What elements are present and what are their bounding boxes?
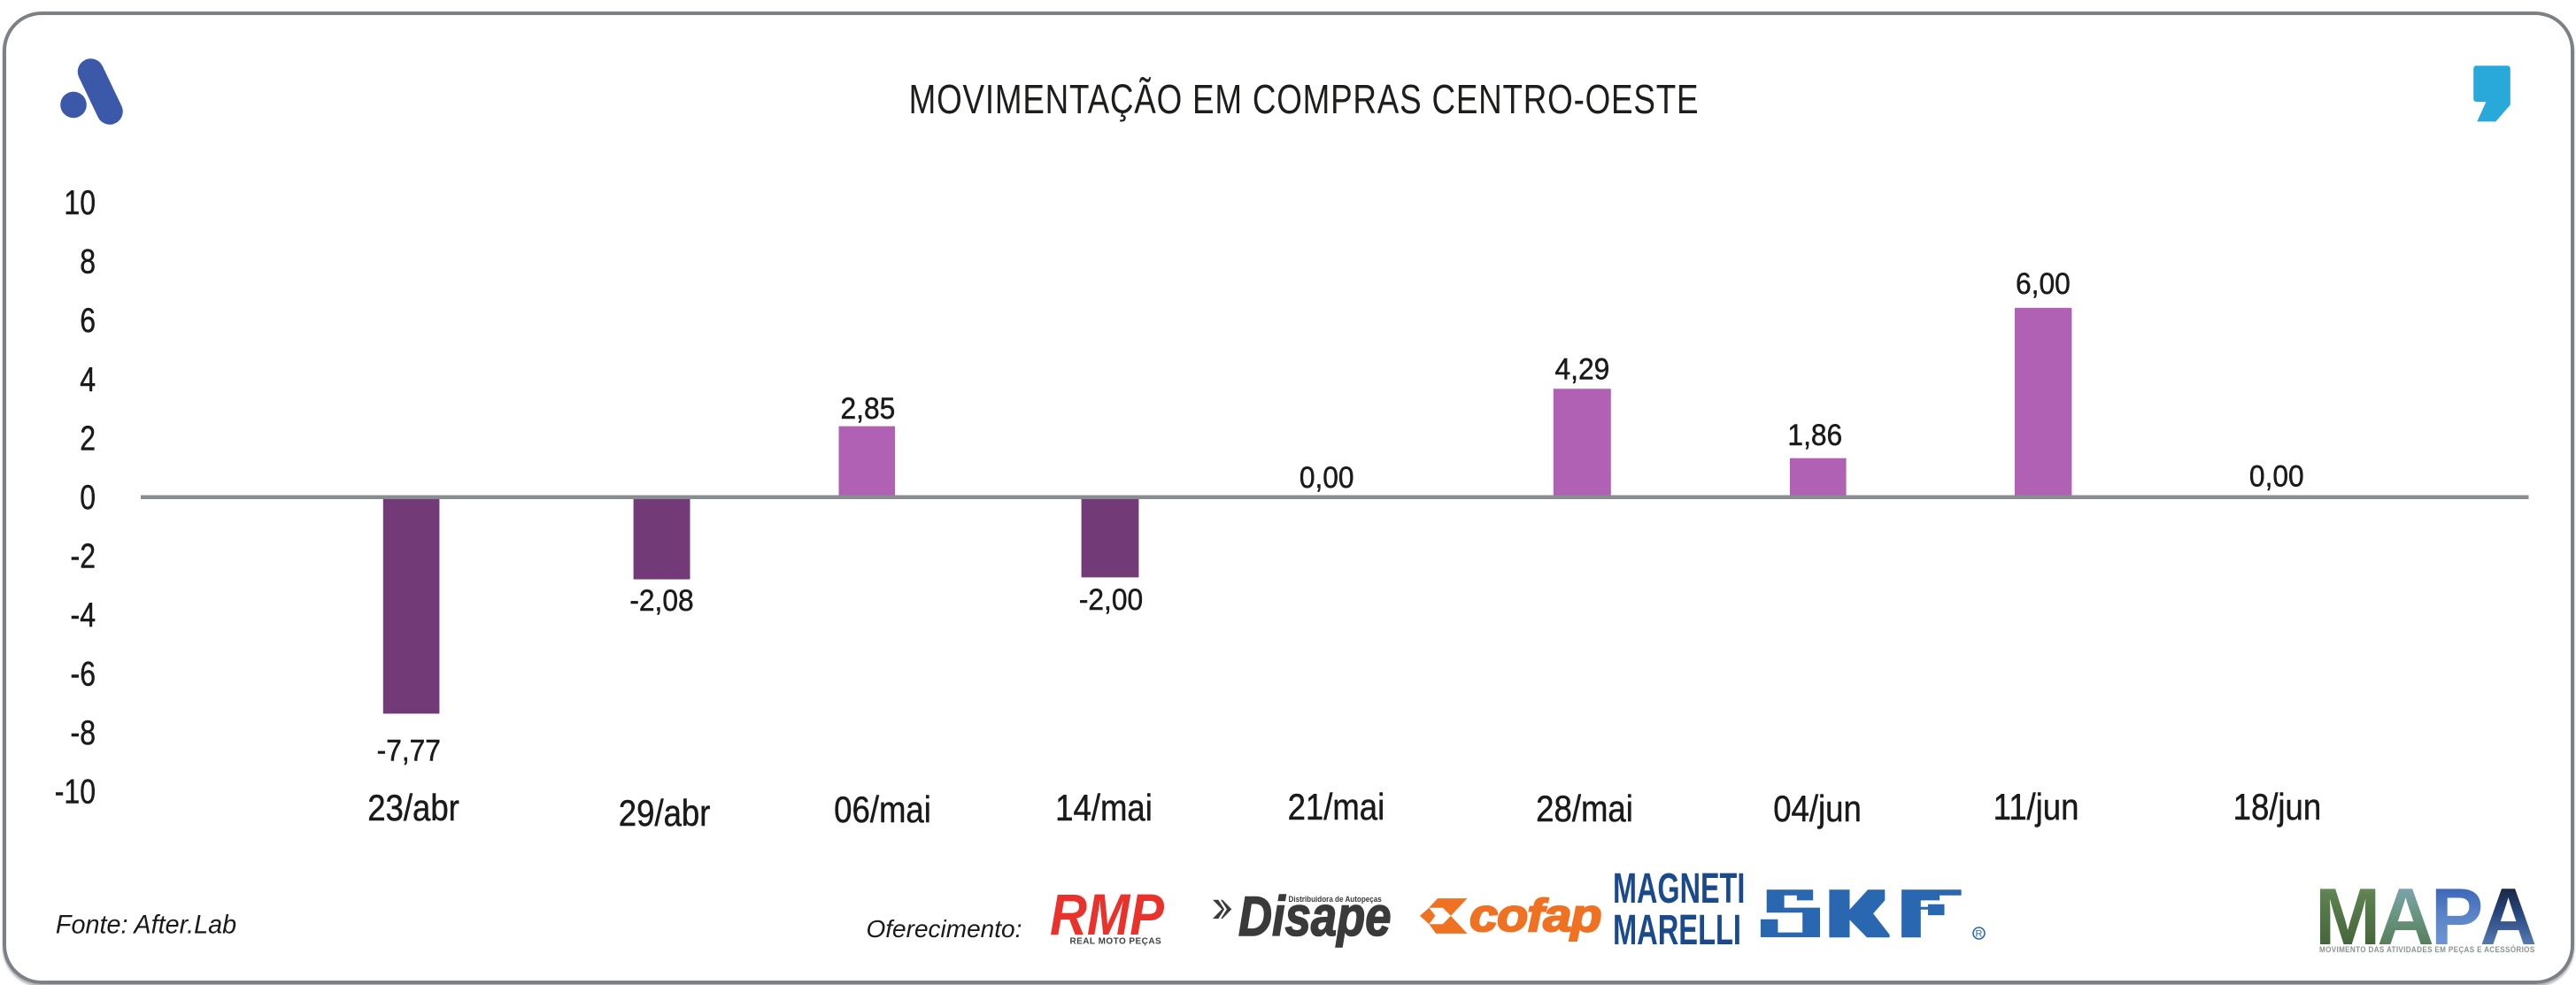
svg-text:29/abr: 29/abr: [619, 793, 711, 835]
svg-text:MARELLI: MARELLI: [1613, 906, 1741, 954]
svg-text:04/jun: 04/jun: [1773, 789, 1862, 830]
svg-text:Fonte: After.Lab: Fonte: After.Lab: [56, 910, 236, 940]
svg-text:0: 0: [80, 478, 96, 517]
svg-text:28/mai: 28/mai: [1536, 789, 1633, 830]
svg-text:0,00: 0,00: [1300, 461, 1354, 496]
svg-text:6: 6: [80, 301, 96, 340]
svg-text:MAGNETI: MAGNETI: [1613, 865, 1745, 912]
svg-text:MOVIMENTO DAS ATIVIDADES EM PE: MOVIMENTO DAS ATIVIDADES EM PEÇAS E ACES…: [2319, 944, 2535, 955]
svg-text:MAPA: MAPA: [2315, 872, 2535, 962]
svg-text:-4: -4: [71, 596, 96, 635]
svg-text:2: 2: [80, 419, 96, 458]
svg-text:0,00: 0,00: [2249, 459, 2304, 494]
svg-text:-2: -2: [71, 536, 96, 575]
svg-text:-2,08: -2,08: [629, 584, 693, 619]
svg-text:-10: -10: [55, 772, 96, 811]
svg-text:Oferecimento:: Oferecimento:: [867, 915, 1022, 943]
svg-text:REAL MOTO PEÇAS: REAL MOTO PEÇAS: [1069, 936, 1161, 946]
svg-text:R: R: [1976, 929, 1983, 940]
svg-text:11/jun: 11/jun: [1994, 787, 2079, 828]
svg-text:06/mai: 06/mai: [834, 789, 931, 831]
svg-text:Disape: Disape: [1238, 886, 1391, 949]
svg-text:14/mai: 14/mai: [1055, 788, 1153, 829]
svg-text:4: 4: [80, 360, 96, 399]
svg-text:cofap: cofap: [1469, 889, 1600, 942]
svg-text:8: 8: [80, 242, 96, 281]
svg-text:2,85: 2,85: [841, 392, 896, 427]
svg-text:-6: -6: [71, 654, 96, 693]
svg-text:-2,00: -2,00: [1079, 583, 1143, 618]
svg-text:10: 10: [64, 183, 96, 222]
svg-text:RMP: RMP: [1050, 883, 1165, 948]
svg-text:MOVIMENTAÇÃO EM COMPRAS CENTRO: MOVIMENTAÇÃO EM COMPRAS CENTRO-OESTE: [909, 76, 1700, 122]
svg-text:6,00: 6,00: [2016, 267, 2071, 302]
svg-text:-8: -8: [71, 713, 96, 752]
svg-text:18/jun: 18/jun: [2233, 787, 2322, 828]
svg-text:23/abr: 23/abr: [367, 788, 459, 829]
svg-text:4,29: 4,29: [1555, 353, 1610, 388]
svg-text:Distribuidora de Autopeças: Distribuidora de Autopeças: [1289, 895, 1383, 904]
svg-text:21/mai: 21/mai: [1288, 787, 1385, 828]
svg-text:1,86: 1,86: [1787, 419, 1842, 453]
svg-text:-7,77: -7,77: [377, 734, 441, 768]
